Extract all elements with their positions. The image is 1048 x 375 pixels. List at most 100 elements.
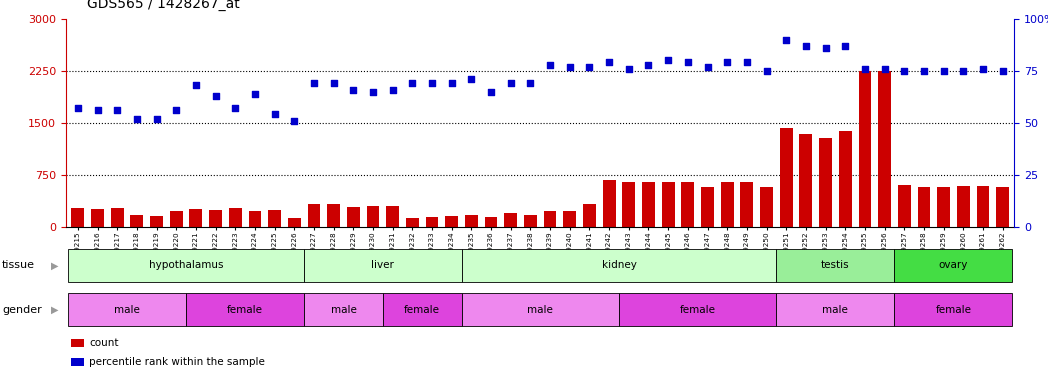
Text: count: count <box>89 338 118 348</box>
Bar <box>425 217 438 227</box>
Text: male: male <box>114 305 140 315</box>
Bar <box>268 210 281 227</box>
Bar <box>741 183 754 227</box>
Point <box>69 105 86 111</box>
Point <box>148 116 165 122</box>
Point <box>679 60 696 66</box>
Bar <box>91 209 104 227</box>
Text: GDS565 / 1428267_at: GDS565 / 1428267_at <box>87 0 240 11</box>
Point <box>502 80 519 86</box>
Point <box>758 68 774 74</box>
Point <box>916 68 933 74</box>
Bar <box>210 210 222 227</box>
Text: female: female <box>227 305 263 315</box>
Point <box>601 60 617 66</box>
Text: male: male <box>330 305 356 315</box>
Point <box>699 64 716 70</box>
Text: ▶: ▶ <box>50 305 59 315</box>
Point <box>109 107 126 113</box>
Bar <box>603 180 615 227</box>
Point <box>208 93 224 99</box>
Bar <box>858 72 871 227</box>
Bar <box>484 217 498 227</box>
Point <box>89 107 106 113</box>
Bar <box>898 184 911 227</box>
Point <box>286 118 303 124</box>
Point <box>896 68 913 74</box>
Point <box>483 88 500 94</box>
Point <box>403 80 420 86</box>
Point <box>975 66 991 72</box>
Point <box>365 88 381 94</box>
Point <box>246 91 263 97</box>
Point <box>129 116 146 122</box>
Point <box>817 45 834 51</box>
Bar <box>406 217 419 227</box>
Text: tissue: tissue <box>2 261 35 270</box>
Bar <box>465 215 478 227</box>
Point <box>837 43 854 49</box>
Bar <box>248 211 261 227</box>
Bar <box>130 215 144 227</box>
Point <box>719 60 736 66</box>
Bar <box>288 218 301 227</box>
Point <box>226 105 243 111</box>
Bar <box>327 204 340 227</box>
Text: liver: liver <box>371 261 394 270</box>
Text: female: female <box>936 305 971 315</box>
Point <box>995 68 1011 74</box>
Bar <box>701 187 714 227</box>
Bar <box>937 187 951 227</box>
Text: hypothalamus: hypothalamus <box>149 261 223 270</box>
Point <box>385 87 401 93</box>
Point <box>325 80 342 86</box>
Text: gender: gender <box>2 305 42 315</box>
Bar <box>228 209 242 227</box>
Text: ovary: ovary <box>939 261 968 270</box>
Point <box>581 64 597 70</box>
Bar <box>997 187 1009 227</box>
Bar <box>544 211 556 227</box>
Bar <box>918 187 931 227</box>
Bar <box>190 209 202 227</box>
Point <box>856 66 873 72</box>
Point <box>266 111 283 117</box>
Text: female: female <box>405 305 440 315</box>
Bar <box>838 131 852 227</box>
Point <box>306 80 323 86</box>
Bar <box>347 207 359 227</box>
Bar <box>878 72 891 227</box>
Bar <box>760 187 773 227</box>
Point <box>778 37 794 43</box>
Text: male: male <box>823 305 848 315</box>
Point <box>423 80 440 86</box>
Bar <box>111 208 124 227</box>
Text: percentile rank within the sample: percentile rank within the sample <box>89 357 265 367</box>
Bar <box>367 206 379 227</box>
Bar <box>957 186 969 227</box>
Bar <box>71 208 84 227</box>
Text: testis: testis <box>821 261 850 270</box>
Text: female: female <box>680 305 716 315</box>
Bar <box>387 206 399 227</box>
Bar <box>504 213 517 227</box>
Point <box>620 66 637 72</box>
Bar <box>150 216 162 227</box>
Bar <box>820 138 832 227</box>
Text: kidney: kidney <box>602 261 636 270</box>
Point <box>955 68 971 74</box>
Text: ▶: ▶ <box>50 261 59 270</box>
Point <box>876 66 893 72</box>
Bar <box>721 183 734 227</box>
Bar <box>307 204 321 227</box>
Bar <box>445 216 458 227</box>
Point <box>345 87 362 93</box>
Point <box>168 107 184 113</box>
Bar <box>170 211 182 227</box>
Point <box>443 80 460 86</box>
Point <box>660 57 677 63</box>
Bar <box>681 183 694 227</box>
Point <box>522 80 539 86</box>
Text: male: male <box>527 305 553 315</box>
Bar <box>661 183 675 227</box>
